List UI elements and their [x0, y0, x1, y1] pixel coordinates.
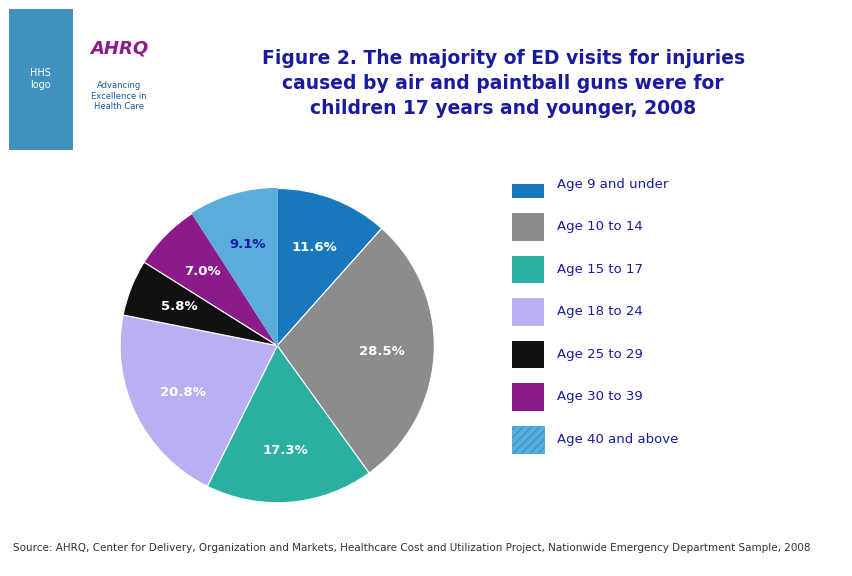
Text: Advancing
Excellence in
Health Care: Advancing Excellence in Health Care: [91, 81, 147, 111]
Text: Age 25 to 29: Age 25 to 29: [556, 348, 642, 361]
Text: AHRQ: AHRQ: [90, 39, 148, 57]
Text: HHS
logo: HHS logo: [31, 69, 51, 90]
Text: Source: AHRQ, Center for Delivery, Organization and Markets, Healthcare Cost and: Source: AHRQ, Center for Delivery, Organ…: [13, 543, 809, 553]
Text: Age 30 to 39: Age 30 to 39: [556, 391, 642, 404]
Text: 11.6%: 11.6%: [291, 241, 337, 254]
Text: Age 9 and under: Age 9 and under: [556, 178, 668, 191]
Text: 5.8%: 5.8%: [161, 300, 198, 313]
Wedge shape: [123, 262, 277, 346]
Wedge shape: [277, 228, 434, 473]
Text: 20.8%: 20.8%: [159, 385, 205, 399]
Text: Age 15 to 17: Age 15 to 17: [556, 263, 642, 276]
Wedge shape: [207, 346, 369, 503]
Text: Figure 2. The majority of ED visits for injuries
caused by air and paintball gun: Figure 2. The majority of ED visits for …: [262, 49, 744, 118]
Bar: [511, 383, 544, 411]
Bar: [511, 170, 544, 198]
Wedge shape: [192, 188, 277, 346]
Wedge shape: [120, 315, 277, 486]
Bar: [511, 340, 544, 368]
Bar: [9, 9, 73, 150]
Bar: [511, 213, 544, 241]
Text: 28.5%: 28.5%: [359, 344, 405, 358]
Bar: [511, 256, 544, 283]
Text: 7.0%: 7.0%: [184, 265, 221, 278]
Bar: [511, 298, 544, 326]
Text: Age 18 to 24: Age 18 to 24: [556, 305, 642, 319]
Text: 17.3%: 17.3%: [262, 444, 308, 457]
Bar: [511, 426, 544, 453]
Text: Age 40 and above: Age 40 and above: [556, 433, 677, 446]
Wedge shape: [144, 214, 277, 346]
Wedge shape: [277, 188, 382, 346]
Text: Age 10 to 14: Age 10 to 14: [556, 221, 642, 233]
Text: 9.1%: 9.1%: [229, 238, 266, 251]
